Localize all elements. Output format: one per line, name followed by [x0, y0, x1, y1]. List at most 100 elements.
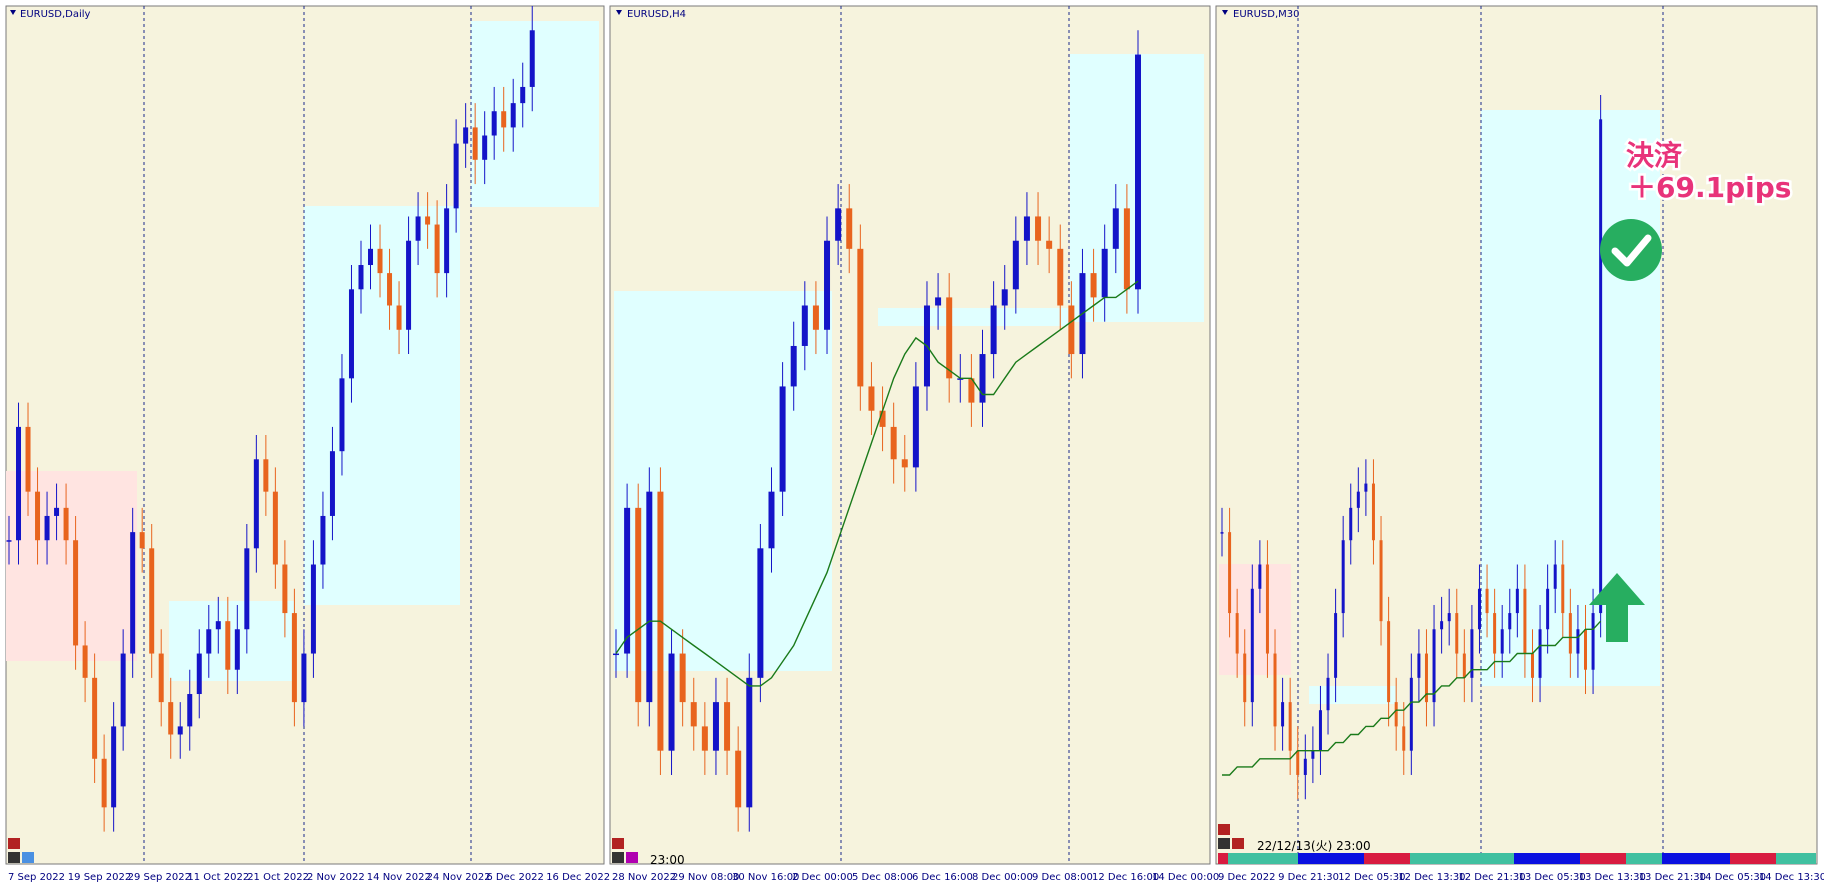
candle	[935, 273, 942, 330]
candle	[6, 515, 12, 565]
candle-body	[234, 629, 240, 670]
x-axis-label: 29 Sep 2022	[128, 872, 191, 883]
candle-body	[1326, 677, 1330, 711]
zone	[1309, 686, 1397, 704]
candle	[1402, 702, 1406, 775]
session	[1580, 853, 1626, 864]
candle	[63, 483, 69, 565]
candle-body	[529, 30, 535, 87]
candle	[1576, 604, 1580, 678]
candle-body	[510, 103, 516, 128]
candle	[1523, 564, 1527, 678]
candle-body	[73, 540, 79, 646]
candle-body	[225, 621, 231, 670]
button[interactable]	[626, 852, 638, 863]
candle	[1068, 281, 1075, 379]
candle-body	[1371, 483, 1375, 541]
candle-body	[1220, 532, 1224, 534]
candle-body	[812, 305, 819, 330]
candle-body	[520, 86, 526, 104]
candle-body	[1228, 532, 1232, 614]
candle	[291, 588, 297, 727]
candle-body	[1023, 216, 1030, 241]
candle-body	[1303, 758, 1307, 775]
candle-body	[282, 564, 288, 614]
candle-body	[679, 653, 686, 703]
candle	[1349, 483, 1353, 565]
candle	[158, 629, 164, 727]
candle-body	[990, 305, 997, 355]
title-arrow	[10, 10, 16, 15]
moving-average	[1222, 620, 1602, 776]
candle	[1123, 184, 1130, 314]
candle	[149, 524, 155, 678]
session	[1298, 853, 1364, 864]
candle-body	[1090, 273, 1097, 298]
candle	[111, 702, 117, 832]
candle-body	[1035, 216, 1042, 241]
candle-body	[434, 224, 440, 274]
candle	[1553, 540, 1557, 614]
button[interactable]	[22, 852, 34, 863]
candle	[1561, 540, 1565, 638]
candle	[82, 621, 88, 703]
candle-body	[1123, 208, 1130, 290]
candle-body	[1538, 629, 1542, 678]
candle	[463, 103, 469, 168]
candle-body	[101, 758, 107, 808]
candle	[1135, 30, 1141, 314]
candle-body	[120, 653, 126, 727]
candle	[1424, 629, 1428, 727]
candle-body	[1530, 653, 1534, 678]
candle	[1001, 265, 1008, 330]
candle-body	[1424, 653, 1428, 703]
x-axis-label: 14 Dec 00:00	[1152, 872, 1219, 883]
candle-body	[215, 621, 221, 630]
candle	[812, 281, 819, 355]
candle	[1508, 588, 1512, 654]
candle	[1250, 564, 1254, 727]
time-label: 23:00	[650, 853, 685, 867]
x-axis-label: 6 Dec 16:00	[912, 872, 973, 883]
candle	[968, 354, 975, 427]
candle-body	[1258, 564, 1262, 589]
candle-body	[491, 111, 497, 136]
candle-body	[668, 653, 675, 751]
candle-body	[1455, 613, 1459, 654]
button[interactable]	[612, 838, 624, 849]
candle-body	[472, 127, 478, 160]
candle-body	[712, 702, 719, 751]
x-axis-label: 11 Oct 2022	[187, 872, 249, 883]
candle	[835, 184, 842, 266]
candle-body	[35, 491, 41, 541]
candle	[901, 435, 908, 492]
candle-body	[968, 378, 975, 403]
candle-body	[1470, 629, 1474, 678]
candle	[1394, 677, 1398, 751]
session	[1218, 853, 1228, 864]
button[interactable]	[8, 838, 20, 849]
candle	[668, 629, 675, 775]
candle	[746, 653, 753, 832]
button[interactable]	[1218, 838, 1230, 849]
candle	[206, 604, 212, 678]
candle-body	[263, 459, 269, 492]
button[interactable]	[8, 852, 20, 863]
candle-body	[1068, 305, 1075, 355]
candle	[1462, 629, 1466, 703]
button[interactable]	[612, 852, 624, 863]
button[interactable]	[1218, 824, 1230, 835]
candle-body	[482, 135, 488, 160]
candle-body	[377, 248, 383, 274]
x-axis-label: 14 Dec 13:30	[1759, 872, 1824, 883]
session	[1228, 853, 1298, 864]
candle-body	[613, 653, 619, 656]
button[interactable]	[1232, 838, 1244, 849]
candle-body	[1561, 564, 1565, 614]
candle-body	[1265, 564, 1269, 654]
candle	[779, 362, 786, 516]
candle	[54, 483, 60, 541]
x-axis-label: 28 Nov 2022	[612, 872, 676, 883]
candle-body	[935, 297, 942, 306]
